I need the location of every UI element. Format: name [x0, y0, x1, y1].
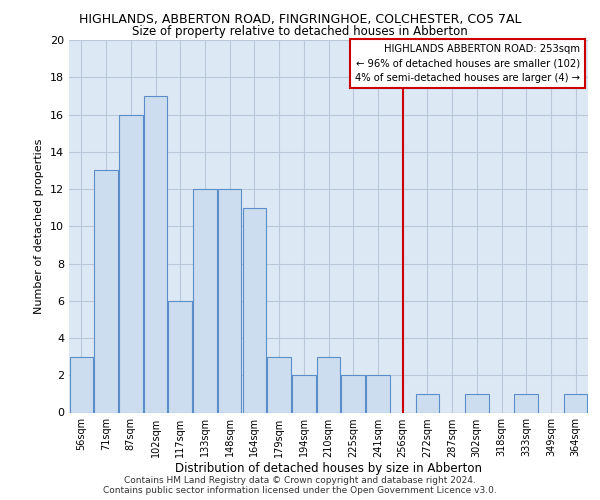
Text: Contains HM Land Registry data © Crown copyright and database right 2024.: Contains HM Land Registry data © Crown c…: [124, 476, 476, 485]
Text: Contains public sector information licensed under the Open Government Licence v3: Contains public sector information licen…: [103, 486, 497, 495]
Bar: [416, 394, 439, 412]
Bar: [292, 375, 316, 412]
Bar: [465, 394, 488, 412]
Bar: [218, 189, 241, 412]
Bar: [169, 301, 192, 412]
Bar: [144, 96, 167, 412]
Bar: [317, 356, 340, 412]
Bar: [193, 189, 217, 412]
X-axis label: Distribution of detached houses by size in Abberton: Distribution of detached houses by size …: [175, 462, 482, 475]
Bar: [366, 375, 389, 412]
Bar: [70, 356, 93, 412]
Bar: [341, 375, 365, 412]
Text: HIGHLANDS, ABBERTON ROAD, FINGRINGHOE, COLCHESTER, CO5 7AL: HIGHLANDS, ABBERTON ROAD, FINGRINGHOE, C…: [79, 12, 521, 26]
Text: HIGHLANDS ABBERTON ROAD: 253sqm
← 96% of detached houses are smaller (102)
4% of: HIGHLANDS ABBERTON ROAD: 253sqm ← 96% of…: [355, 44, 580, 82]
Bar: [242, 208, 266, 412]
Bar: [94, 170, 118, 412]
Bar: [564, 394, 587, 412]
Y-axis label: Number of detached properties: Number of detached properties: [34, 138, 44, 314]
Bar: [514, 394, 538, 412]
Text: Size of property relative to detached houses in Abberton: Size of property relative to detached ho…: [132, 25, 468, 38]
Bar: [119, 114, 143, 412]
Bar: [268, 356, 291, 412]
